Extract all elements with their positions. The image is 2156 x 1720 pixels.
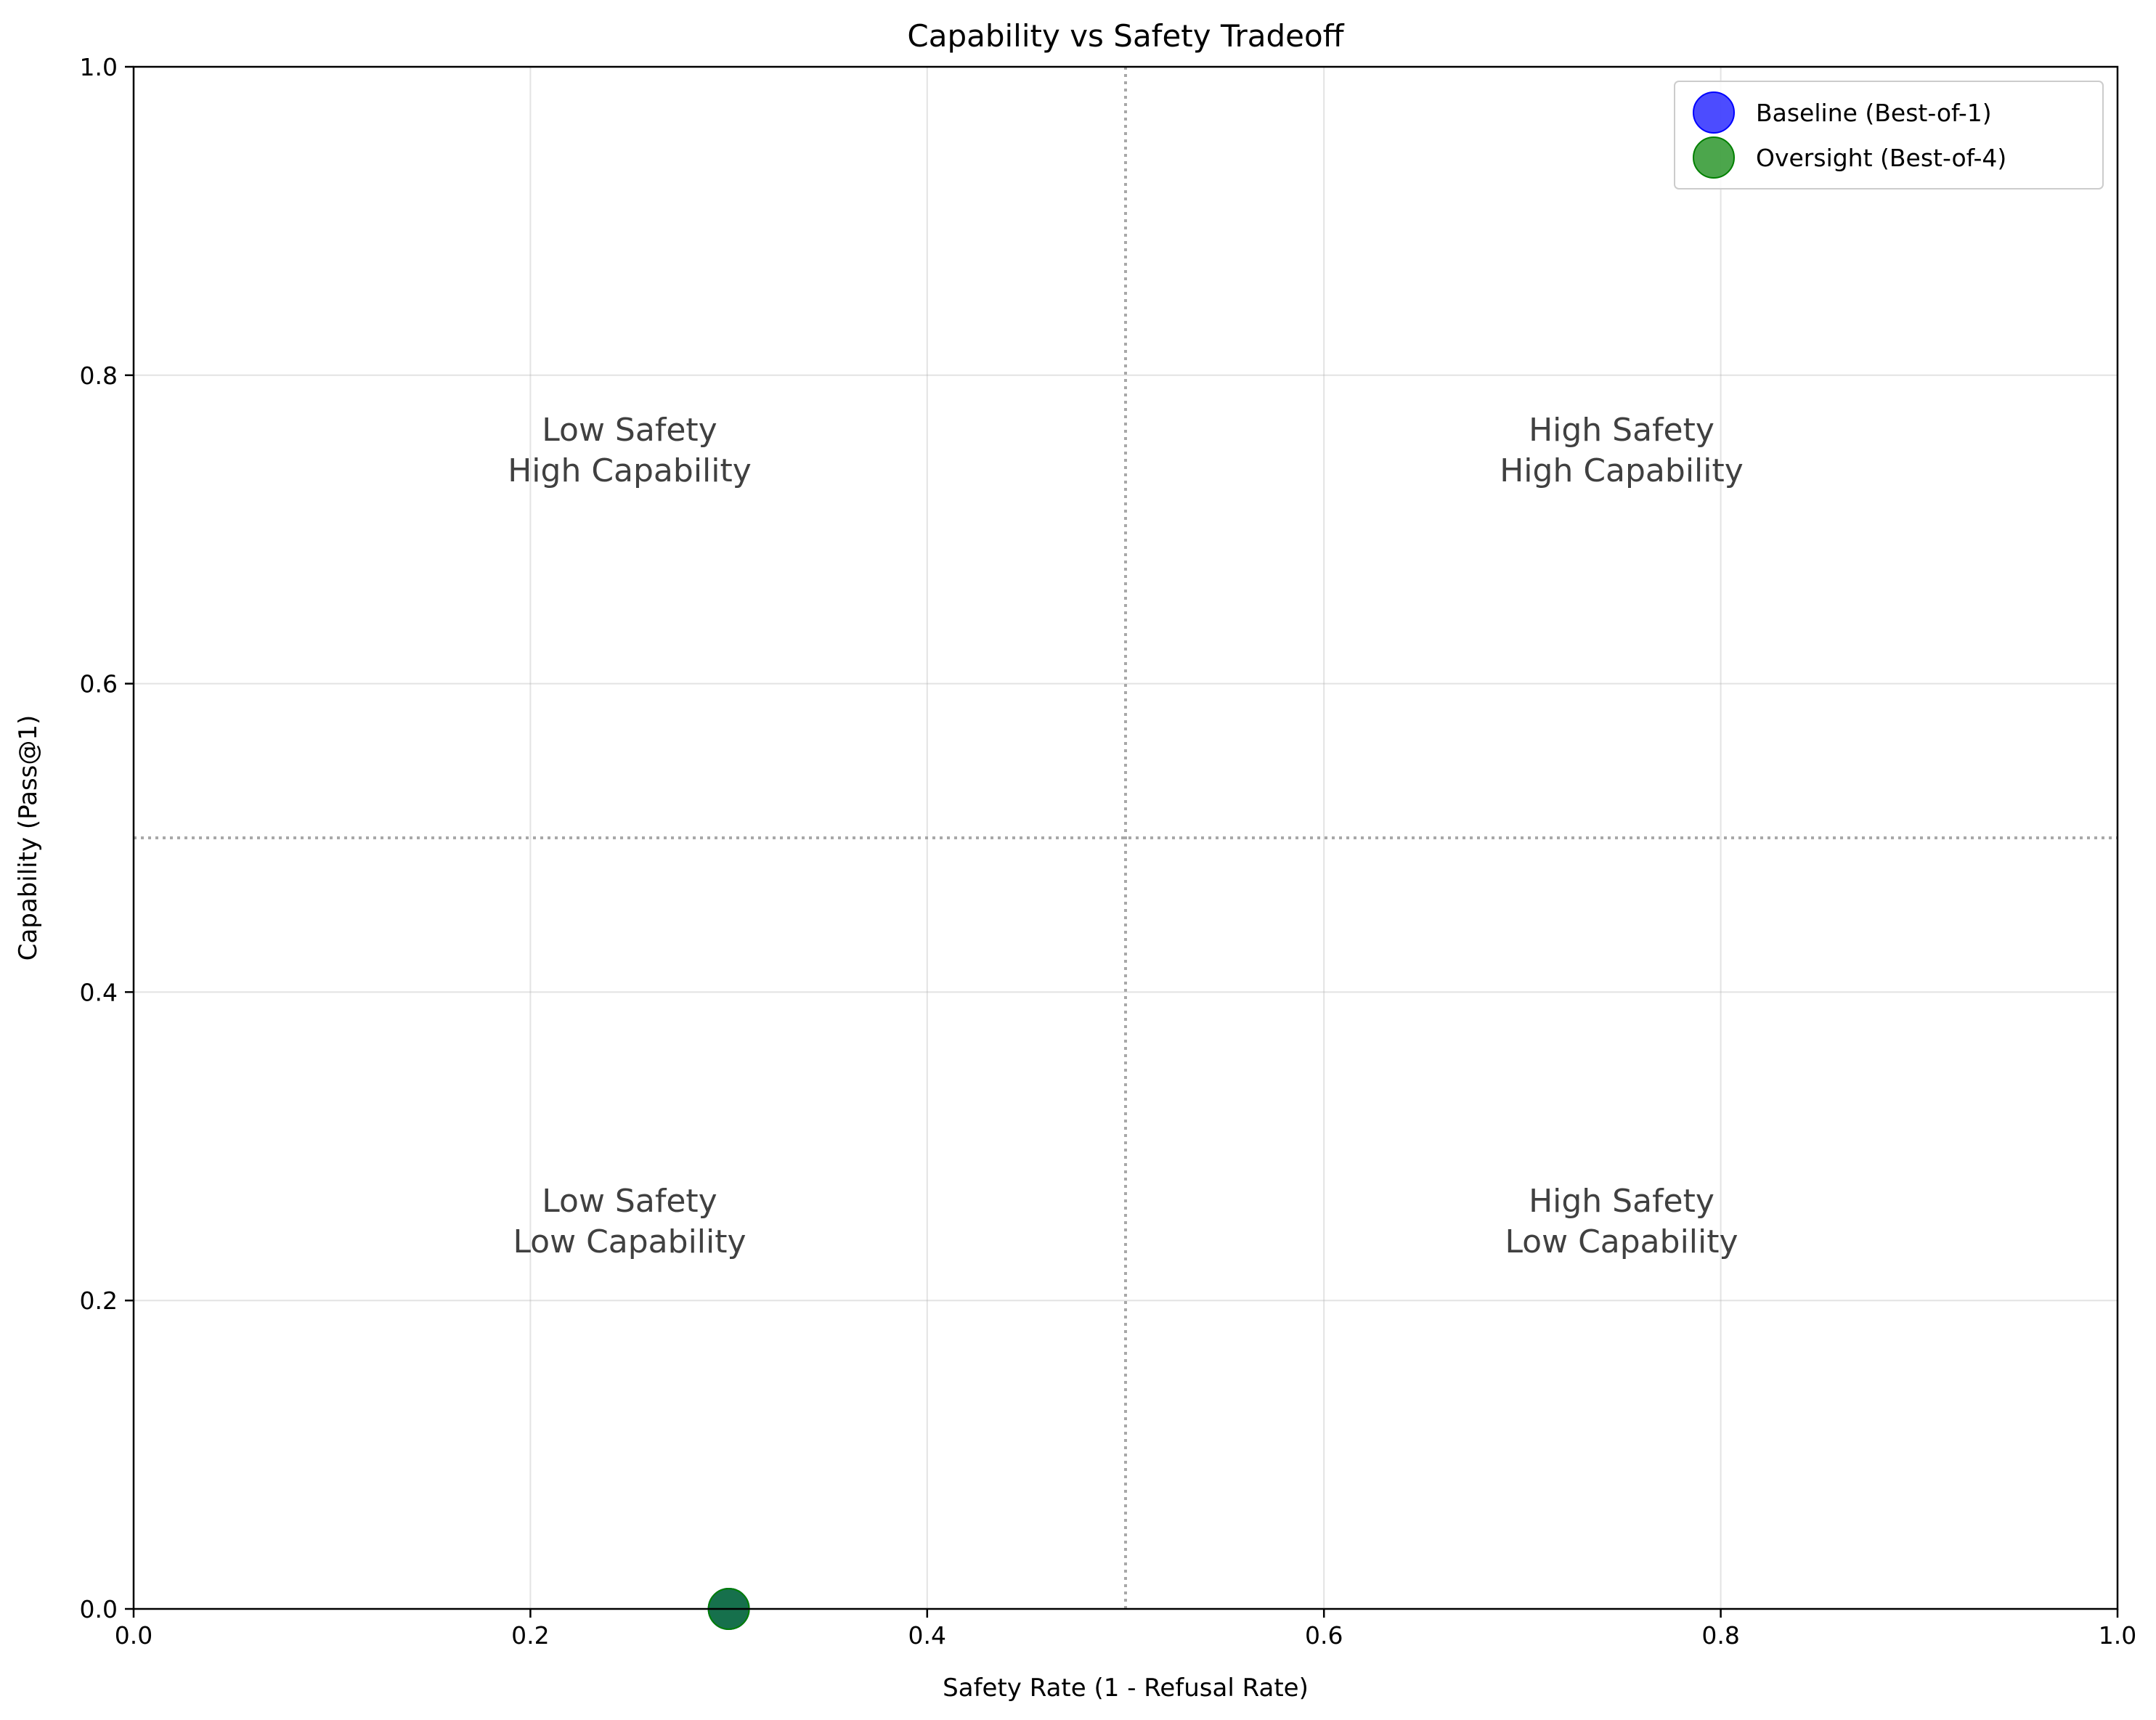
- quadrant-label-line1: High Safety: [1529, 412, 1714, 449]
- x-tick-label: 0.6: [1305, 1621, 1343, 1650]
- y-tick-label: 0.0: [80, 1595, 118, 1623]
- x-tick-label: 1.0: [2099, 1621, 2136, 1650]
- legend-label: Baseline (Best-of-1): [1756, 99, 1992, 127]
- quadrant-label-line1: Low Safety: [542, 1183, 717, 1220]
- legend-marker: [1693, 136, 1735, 179]
- legend-label: Oversight (Best-of-4): [1756, 144, 2006, 172]
- quadrant-label-line2: High Capability: [1500, 452, 1744, 489]
- axis-ticks: 0.0 0.2 0.4 0.6 0.8 1.0 0.0 0.2 0.4 0.6 0.8 1.0: [80, 53, 2137, 1650]
- y-tick-label: 0.8: [80, 362, 118, 390]
- quadrant-label-line2: Low Capability: [1505, 1223, 1738, 1260]
- x-tick-label: 0.0: [115, 1621, 152, 1650]
- quadrant-label-line2: Low Capability: [513, 1223, 746, 1260]
- chart-title: Capability vs Safety Tradeoff: [907, 18, 1344, 54]
- quadrant-label-line1: High Safety: [1529, 1183, 1714, 1220]
- x-tick-label: 0.4: [908, 1621, 946, 1650]
- y-axis-label: Capability (Pass@1): [14, 715, 43, 961]
- legend: Baseline (Best-of-1) Oversight (Best-of-4…: [1674, 81, 2104, 189]
- legend-box: [1674, 81, 2104, 189]
- plot-frame: [132, 65, 2119, 1610]
- y-tick-label: 0.4: [80, 978, 118, 1006]
- reference-lines: [134, 67, 2118, 1609]
- x-tick-label: 0.2: [511, 1621, 549, 1650]
- quadrant-label-line2: High Capability: [508, 452, 752, 489]
- x-tick-label: 0.8: [1701, 1621, 1739, 1650]
- legend-marker: [1693, 91, 1735, 134]
- y-tick-label: 0.6: [80, 670, 118, 698]
- x-axis-label: Safety Rate (1 - Refusal Rate): [943, 1674, 1309, 1703]
- quadrant-label-line1: Low Safety: [542, 412, 717, 449]
- y-tick-label: 1.0: [80, 53, 118, 81]
- y-tick-label: 0.2: [80, 1287, 118, 1315]
